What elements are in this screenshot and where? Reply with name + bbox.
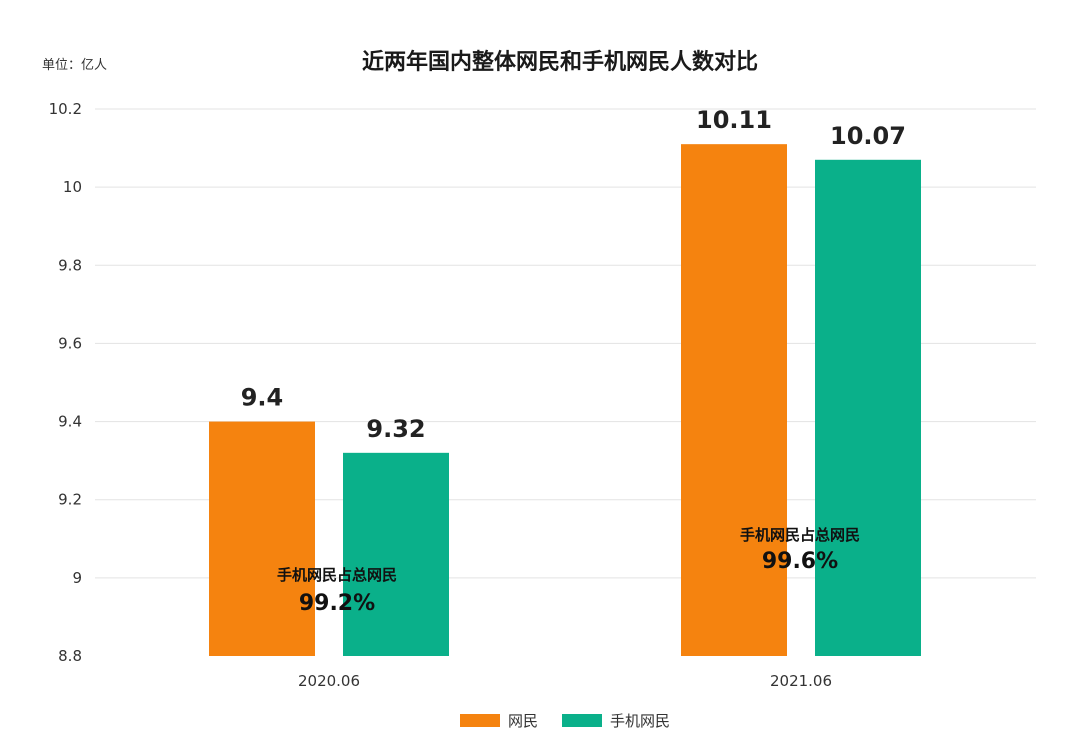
data-label: 9.32 (366, 415, 425, 443)
unit-label: 单位：亿人 (42, 58, 108, 73)
y-tick-label: 9.8 (58, 256, 82, 274)
legend: 网民 手机网民 (460, 710, 670, 731)
y-tick-label: 10.2 (49, 100, 82, 118)
legend-item-internet-users: 网民 (460, 710, 538, 731)
y-tick-label: 10 (63, 178, 82, 196)
bar (343, 452, 449, 656)
y-tick-label: 9.6 (58, 334, 82, 352)
bar (815, 159, 921, 657)
legend-swatch-internet-users (460, 714, 500, 727)
data-label: 10.07 (830, 122, 906, 150)
y-tick-label: 9.2 (58, 491, 82, 509)
x-tick-label: 2021.06 (770, 672, 832, 690)
x-tick-label: 2020.06 (298, 672, 360, 690)
y-tick-label: 9.4 (58, 413, 82, 431)
legend-label-internet-users: 网民 (508, 712, 539, 730)
annotation-percentage: 99.2% (299, 591, 375, 616)
bar (209, 421, 315, 656)
data-label: 10.11 (696, 106, 772, 134)
y-tick-label: 9 (72, 569, 82, 587)
legend-item-mobile-users: 手机网民 (562, 710, 670, 731)
y-tick-label: 8.8 (58, 647, 82, 665)
bar (681, 144, 787, 656)
annotation-percentage: 99.6% (762, 549, 838, 574)
annotation-caption: 手机网民占总网民 (740, 526, 860, 544)
annotation-caption: 手机网民占总网民 (277, 566, 397, 584)
chart-title: 近两年国内整体网民和手机网民人数对比 (361, 50, 758, 75)
legend-swatch-mobile-users (562, 714, 603, 727)
data-label: 9.4 (241, 384, 284, 412)
legend-label-mobile-users: 手机网民 (610, 712, 671, 730)
